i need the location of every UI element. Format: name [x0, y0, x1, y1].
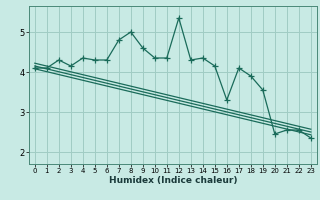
- X-axis label: Humidex (Indice chaleur): Humidex (Indice chaleur): [108, 176, 237, 185]
